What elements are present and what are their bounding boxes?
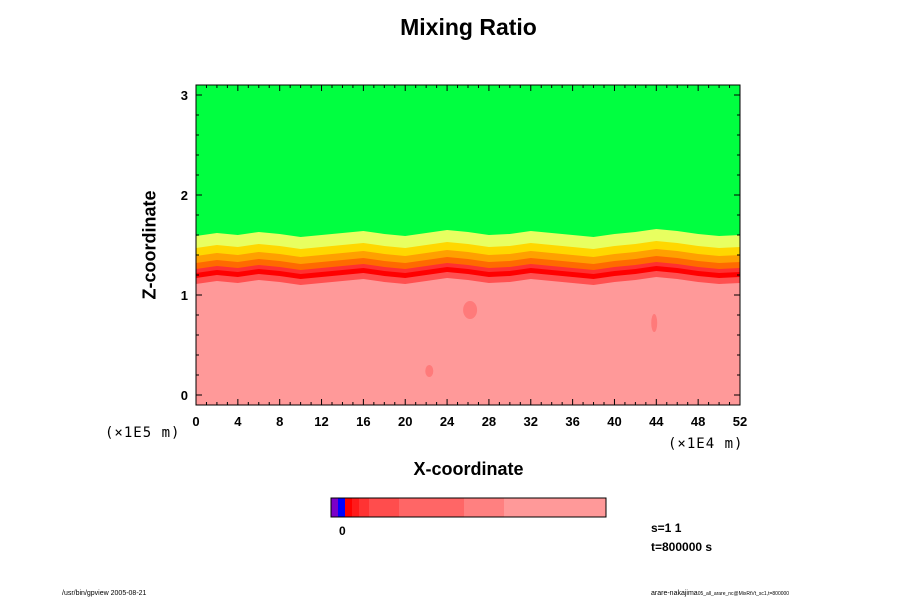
y-tick-label: 0	[181, 388, 188, 403]
colorbar-label: 0	[339, 524, 346, 538]
x-tick-label: 28	[482, 414, 496, 429]
x-tick-label: 20	[398, 414, 412, 429]
footer-right-main: arare-nakajima	[651, 590, 698, 597]
z-scale-label: (×1E5 m)	[105, 425, 181, 441]
blob-1	[425, 365, 434, 377]
colorbar-segment	[338, 498, 345, 517]
y-tick-label: 2	[181, 188, 188, 203]
colorbar	[330, 497, 607, 518]
footer-right: arare-nakajima05_all_arare_nc@MixRtVt_sc…	[651, 590, 789, 597]
x-tick-label: 12	[314, 414, 328, 429]
x-tick-label: 44	[649, 414, 664, 429]
colorbar-segment	[464, 498, 504, 517]
y-tick-label: 3	[181, 88, 188, 103]
colorbar-border	[330, 497, 607, 518]
x-axis-label: X-coordinate	[413, 459, 524, 479]
x-tick-label: 48	[691, 414, 705, 429]
x-tick-label: 16	[356, 414, 370, 429]
colorbar-segment	[399, 498, 464, 517]
x-tick-label: 52	[733, 414, 747, 429]
x-scale-label: (×1E4 m)	[668, 436, 744, 452]
annotation-s: s=1 1	[651, 521, 682, 535]
footer-left: /usr/bin/gpview 2005-08-21	[62, 590, 147, 597]
x-tick-label: 36	[565, 414, 579, 429]
x-tick-label: 8	[276, 414, 283, 429]
x-tick-label: 24	[440, 414, 455, 429]
x-tick-label: 0	[192, 414, 199, 429]
plot-field	[196, 85, 740, 405]
colorbar-segment	[345, 498, 352, 517]
colorbar-segment	[504, 498, 606, 517]
colorbar-segment	[331, 498, 338, 517]
annotation-t: t=800000 s	[651, 540, 713, 554]
chart-title: Mixing Ratio	[400, 14, 537, 40]
x-tick-label: 4	[234, 414, 242, 429]
y-tick-label: 1	[181, 288, 188, 303]
blob-2	[651, 314, 658, 332]
lower-region	[196, 277, 740, 405]
footer-right-small: 05_all_arare_nc@MixRtVt_sc1,t=800000	[697, 591, 790, 597]
colorbar-segment	[359, 498, 369, 517]
x-tick-label: 40	[607, 414, 621, 429]
blob-0	[463, 301, 478, 319]
x-tick-label: 32	[524, 414, 538, 429]
colorbar-segment	[352, 498, 359, 517]
colorbar-segment	[369, 498, 399, 517]
y-axis-label: Z-coordinate	[139, 190, 160, 300]
